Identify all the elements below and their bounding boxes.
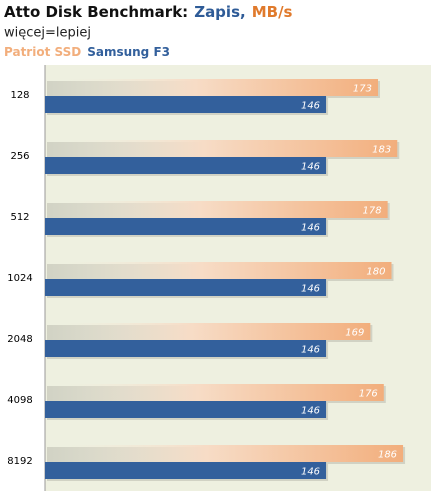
y-tick-label: 512 <box>10 212 29 223</box>
bar <box>45 445 404 462</box>
value-label: 169 <box>345 328 364 339</box>
value-label: 180 <box>366 267 385 278</box>
legend: Patriot SSD Samsung F3 <box>4 45 170 59</box>
bar <box>45 462 327 479</box>
value-label: 178 <box>363 206 382 217</box>
value-label: 173 <box>353 84 372 95</box>
bar <box>45 323 371 340</box>
bar <box>45 79 379 96</box>
title-part: Zapis, <box>194 3 246 21</box>
bar <box>45 201 388 218</box>
y-tick-label: 128 <box>10 90 29 101</box>
subtitle: więcej=lepiej <box>4 26 91 41</box>
chart-title: Atto Disk Benchmark: Zapis, MB/s <box>4 3 293 21</box>
title-part: MB/s <box>252 3 293 21</box>
bar <box>45 384 384 401</box>
y-tick-label: 2048 <box>7 334 32 345</box>
bar <box>45 340 327 357</box>
bar <box>45 96 327 113</box>
value-label: 146 <box>301 467 320 478</box>
value-label: 146 <box>301 162 320 173</box>
bar <box>45 157 327 174</box>
legend-text: Patriot SSD Samsung F3 <box>4 45 170 59</box>
value-label: 186 <box>378 450 397 461</box>
legend-entry: Samsung F3 <box>87 45 170 59</box>
y-tick-label: 4098 <box>7 395 32 406</box>
bar <box>45 140 398 157</box>
bar <box>45 262 392 279</box>
value-label: 146 <box>301 101 320 112</box>
y-tick-label: 1024 <box>7 273 32 284</box>
value-label: 183 <box>372 145 391 156</box>
legend-entry: Patriot SSD <box>4 45 81 59</box>
value-label: 146 <box>301 406 320 417</box>
value-label: 146 <box>301 223 320 234</box>
bar <box>45 218 327 235</box>
bar <box>45 401 327 418</box>
value-label: 176 <box>359 389 378 400</box>
title-part: Atto Disk Benchmark: <box>4 3 188 21</box>
bar <box>45 279 327 296</box>
value-label: 146 <box>301 345 320 356</box>
y-tick-label: 256 <box>10 151 29 162</box>
value-label: 146 <box>301 284 320 295</box>
y-tick-label: 8192 <box>7 456 32 467</box>
